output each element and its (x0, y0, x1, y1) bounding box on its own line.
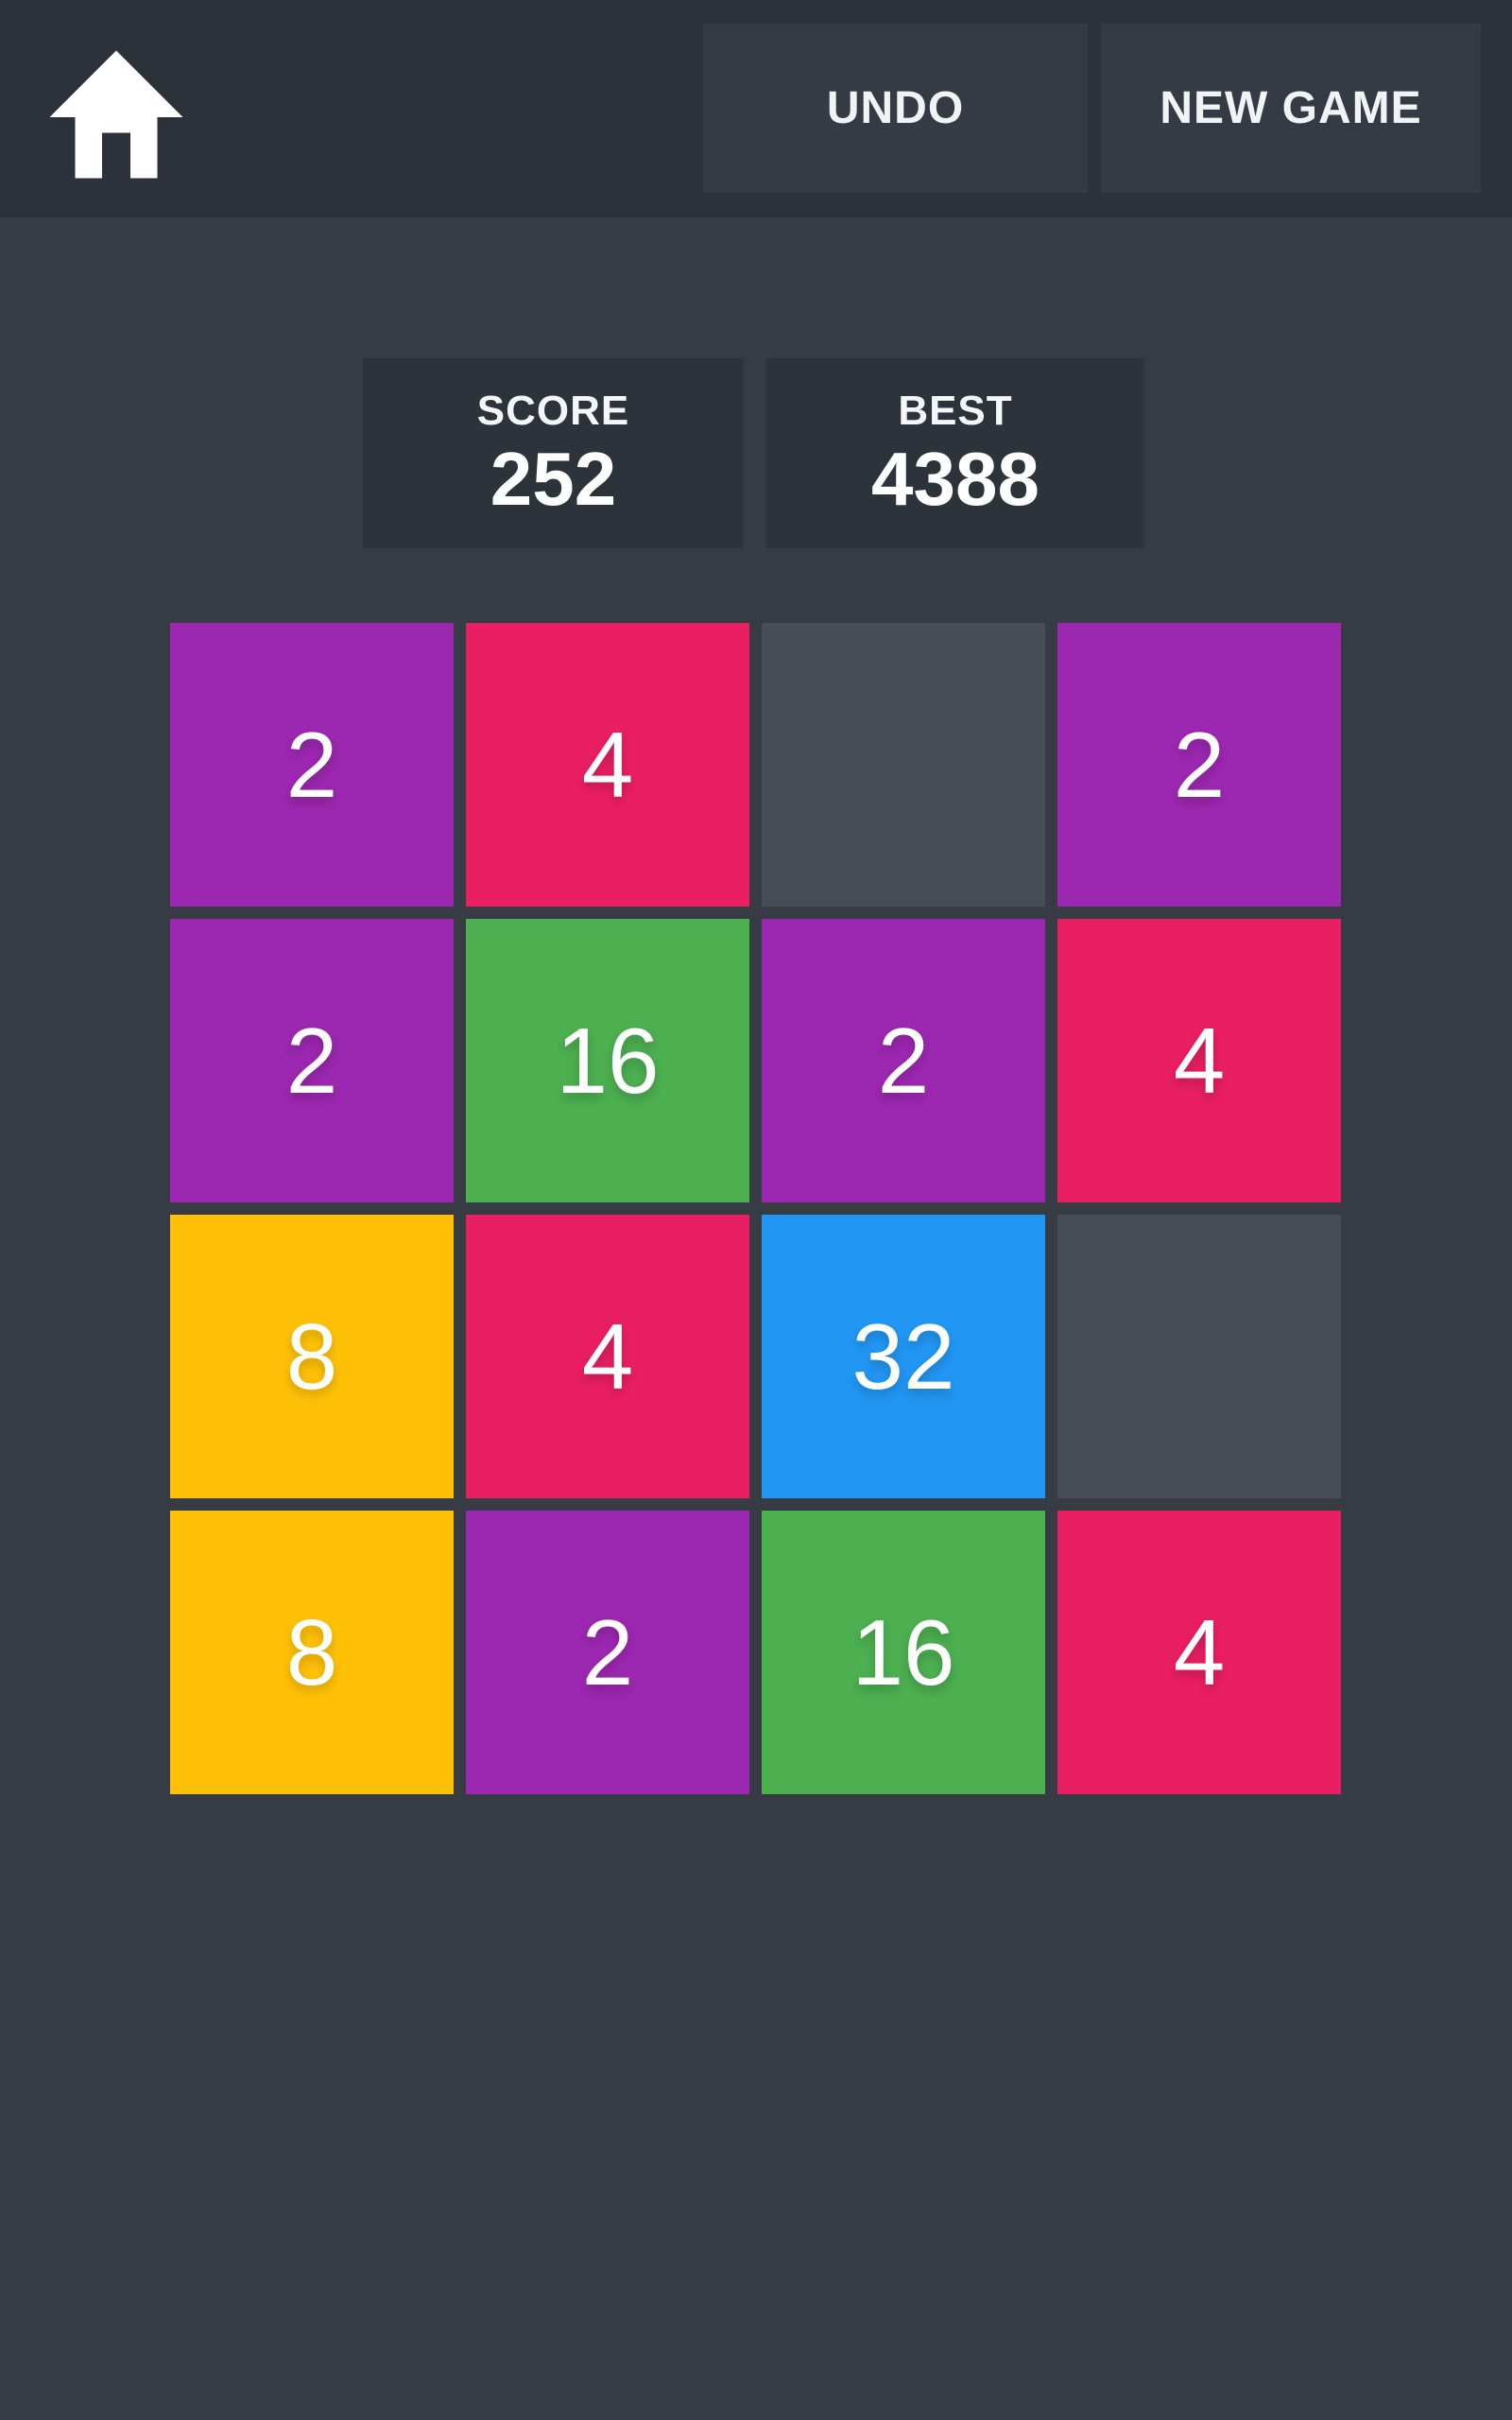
tile-value: 4 (1173, 1009, 1226, 1113)
tile-2: 2 (170, 623, 454, 907)
best-value: 4388 (871, 436, 1040, 521)
tile-value: 4 (581, 1305, 634, 1409)
tile-value: 16 (556, 1009, 660, 1113)
tile-16: 16 (466, 919, 749, 1202)
undo-button[interactable]: UNDO (703, 24, 1088, 193)
scoreboard: SCORE 252 BEST 4388 (0, 358, 1512, 548)
best-box: BEST 4388 (766, 358, 1144, 548)
new-game-button[interactable]: NEW GAME (1101, 24, 1481, 193)
home-button[interactable] (45, 40, 187, 186)
tile-value: 8 (285, 1305, 338, 1409)
tile-value: 2 (877, 1009, 930, 1113)
tile-16: 16 (762, 1511, 1045, 1794)
tile-value: 4 (1173, 1600, 1226, 1704)
tile-value: 4 (581, 713, 634, 817)
tile-2: 2 (762, 919, 1045, 1202)
tile-value: 2 (285, 713, 338, 817)
tile-value: 16 (851, 1600, 955, 1704)
game-board[interactable]: 2 4 2 2 16 2 4 8 4 32 8 2 16 4 (170, 623, 1341, 1794)
tile-8: 8 (170, 1511, 454, 1794)
score-value: 252 (490, 436, 617, 521)
tile-value: 32 (851, 1305, 955, 1409)
tile-8: 8 (170, 1215, 454, 1498)
tile-32: 32 (762, 1215, 1045, 1498)
tile-4: 4 (1057, 919, 1341, 1202)
home-icon (49, 50, 183, 179)
empty-cell (1057, 1215, 1341, 1498)
tile-value: 8 (285, 1600, 338, 1704)
tile-4: 4 (466, 1215, 749, 1498)
tile-4: 4 (466, 623, 749, 907)
empty-cell (762, 623, 1045, 907)
tile-value: 2 (1173, 713, 1226, 817)
tile-2: 2 (170, 919, 454, 1202)
score-label: SCORE (476, 387, 630, 434)
tile-4: 4 (1057, 1511, 1341, 1794)
tile-value: 2 (285, 1009, 338, 1113)
best-label: BEST (898, 387, 1013, 434)
tile-2: 2 (466, 1511, 749, 1794)
header-bar: UNDO NEW GAME (0, 0, 1512, 217)
tile-value: 2 (581, 1600, 634, 1704)
score-box: SCORE 252 (363, 358, 744, 548)
tile-2: 2 (1057, 623, 1341, 907)
